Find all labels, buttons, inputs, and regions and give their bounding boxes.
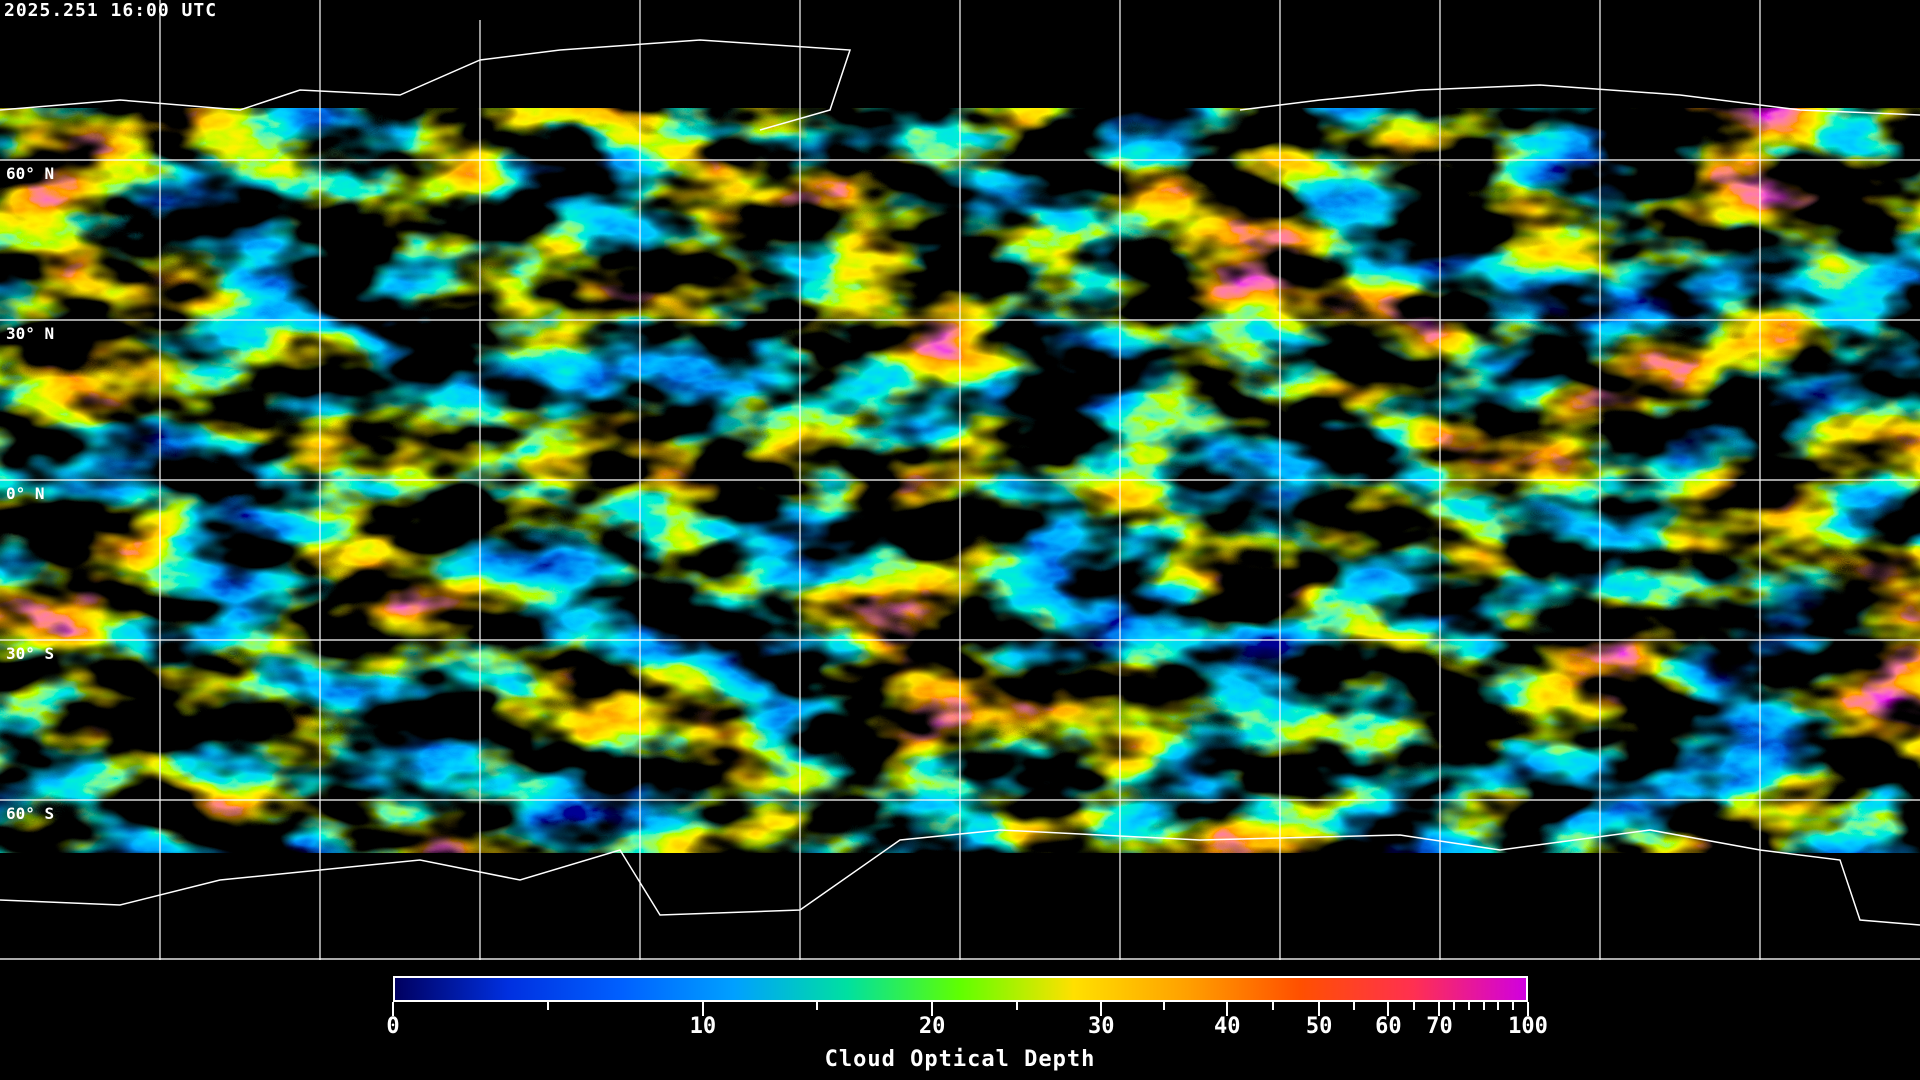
colorbar-title: Cloud Optical Depth — [824, 1047, 1096, 1072]
colorbar-major-tick — [1387, 1002, 1390, 1016]
lat-label-30n: 30° N — [6, 324, 55, 343]
colorbar-tick-label: 100 — [1508, 1014, 1548, 1039]
lat-label-30s: 30° S — [6, 644, 55, 663]
lat-label-0: 0° N — [6, 484, 45, 503]
colorbar-minor-tick — [1467, 1002, 1470, 1010]
colorbar-minor-tick — [1512, 1002, 1515, 1010]
colorbar-minor-tick — [1352, 1002, 1355, 1010]
colorbar-minor-tick — [546, 1002, 549, 1010]
colorbar-major-tick — [1226, 1002, 1229, 1016]
colorbar-tick-label: 40 — [1213, 1014, 1241, 1039]
colorbar-minor-tick — [1015, 1002, 1018, 1010]
colorbar-minor-tick — [1272, 1002, 1275, 1010]
colorbar-minor-tick — [1497, 1002, 1500, 1010]
colorbar-major-tick — [392, 1002, 394, 1016]
colorbar-tick-label: 20 — [918, 1014, 946, 1039]
colorbar-major-tick — [1527, 1002, 1529, 1016]
lat-label-60n: 60° N — [6, 164, 55, 183]
colorbar-major-tick — [1100, 1002, 1103, 1016]
map-canvas — [0, 0, 1920, 960]
colorbar-minor-tick — [1163, 1002, 1166, 1010]
colorbar-tick-label: 50 — [1305, 1014, 1333, 1039]
colorbar-tick-label: 0 — [386, 1014, 400, 1039]
colorbar-tick-label: 10 — [689, 1014, 717, 1039]
colorbar-tick-label: 30 — [1087, 1014, 1115, 1039]
siberia-coastline — [1239, 84, 1920, 116]
colorbar-tick-label: 60 — [1375, 1014, 1402, 1039]
colorbar-major-tick — [931, 1002, 934, 1016]
colorbar-major-tick — [701, 1002, 704, 1016]
colorbar-minor-tick — [1412, 1002, 1415, 1010]
timestamp: 2025.251 16:00 UTC — [4, 0, 218, 21]
colorbar — [393, 976, 1528, 1002]
colorbar-minor-tick — [1453, 1002, 1456, 1010]
colorbar-tick-label: 70 — [1426, 1014, 1453, 1039]
graticule — [0, 0, 1920, 960]
colorbar-minor-tick — [1482, 1002, 1485, 1010]
colorbar-major-tick — [1318, 1002, 1321, 1016]
colorbar-major-tick — [1438, 1002, 1441, 1016]
colorbar-minor-tick — [816, 1002, 819, 1010]
cloud-optical-depth-map: 2025.251 16:00 UTC 60° N 30° N 0° N 30° … — [0, 0, 1920, 960]
lat-label-60s: 60° S — [6, 804, 55, 823]
